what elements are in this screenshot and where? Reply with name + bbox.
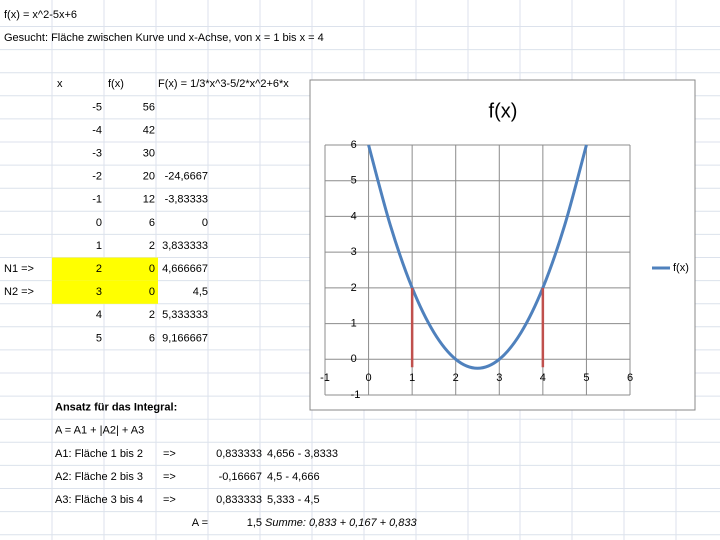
result-note: Summe: 0,833 + 0,167 + 0,833 <box>265 517 418 529</box>
row-label: N1 => <box>4 263 34 275</box>
fx-cell: 56 <box>143 101 155 113</box>
x-tick-label: 6 <box>627 372 633 384</box>
fx-cell: 20 <box>143 171 155 183</box>
y-tick-label: 5 <box>351 175 357 187</box>
x-tick-label: 5 <box>583 372 589 384</box>
Fx-cell: 4,666667 <box>162 263 208 275</box>
x-cell: 2 <box>96 263 102 275</box>
part-calc: 4,656 - 3,8333 <box>267 448 338 460</box>
part-value: 0,833333 <box>216 494 262 506</box>
fx-cell: 6 <box>149 217 155 229</box>
x-tick-label: 3 <box>496 372 502 384</box>
highlight-cell <box>52 257 158 281</box>
x-tick-label: 0 <box>366 372 372 384</box>
part-label: A3: Fläche 3 bis 4 <box>55 494 143 506</box>
column-header: F(x) = 1/3*x^3-5/2*x^2+6*x <box>158 78 289 90</box>
Fx-cell: 5,333333 <box>162 309 208 321</box>
part-label: A2: Fläche 2 bis 3 <box>55 471 143 483</box>
y-tick-label: 1 <box>351 317 357 329</box>
result-label: A = <box>192 517 208 529</box>
x-tick-label: 1 <box>409 372 415 384</box>
column-header: f(x) <box>108 78 124 90</box>
integral-formula: A = A1 + |A2| + A3 <box>55 425 144 437</box>
Fx-cell: 0 <box>202 217 208 229</box>
highlight-cell <box>52 280 158 304</box>
y-tick-label: 2 <box>351 282 357 294</box>
fx-cell: 42 <box>143 124 155 136</box>
y-tick-label: 6 <box>351 139 357 151</box>
x-cell: -1 <box>92 194 102 206</box>
x-tick-label: 4 <box>540 372 546 384</box>
Fx-cell: 9,166667 <box>162 332 208 344</box>
part-value: -0,16667 <box>219 471 262 483</box>
result-value: 1,5 <box>247 517 262 529</box>
row-label: N2 => <box>4 286 34 298</box>
x-cell: 3 <box>96 286 102 298</box>
y-tick-label: -1 <box>351 389 361 401</box>
part-arrow: => <box>163 448 176 460</box>
part-calc: 4,5 - 4,666 <box>267 471 320 483</box>
x-cell: -4 <box>92 124 102 136</box>
column-header: x <box>57 78 63 90</box>
part-arrow: => <box>163 471 176 483</box>
x-cell: -2 <box>92 171 102 183</box>
chart-frame <box>309 79 696 411</box>
part-value: 0,833333 <box>216 448 262 460</box>
x-cell: 5 <box>96 332 102 344</box>
chart-title: f(x) <box>489 100 518 122</box>
x-tick-label: -1 <box>320 372 330 384</box>
y-tick-label: 3 <box>351 246 357 258</box>
fx-cell: 2 <box>149 309 155 321</box>
Fx-cell: 4,5 <box>193 286 208 298</box>
part-label: A1: Fläche 1 bis 2 <box>55 448 143 460</box>
fx-cell: 12 <box>143 194 155 206</box>
x-cell: -5 <box>92 101 102 113</box>
fx-cell: 6 <box>149 332 155 344</box>
Fx-cell: 3,833333 <box>162 240 208 252</box>
fx-cell: 0 <box>149 263 155 275</box>
integral-title: Ansatz für das Integral: <box>55 402 177 414</box>
x-tick-label: 2 <box>453 372 459 384</box>
x-cell: 1 <box>96 240 102 252</box>
fx-cell: 2 <box>149 240 155 252</box>
header-line: f(x) = x^2-5x+6 <box>4 9 77 21</box>
x-cell: -3 <box>92 148 102 160</box>
legend-label: f(x) <box>673 262 689 274</box>
fx-cell: 30 <box>143 148 155 160</box>
x-cell: 4 <box>96 309 102 321</box>
series-line <box>367 144 588 370</box>
y-tick-label: 0 <box>351 353 357 365</box>
Fx-cell: -3,83333 <box>165 194 208 206</box>
header-line: Gesucht: Fläche zwischen Kurve und x-Ach… <box>4 32 324 44</box>
fx-cell: 0 <box>149 286 155 298</box>
x-cell: 0 <box>96 217 102 229</box>
part-arrow: => <box>163 494 176 506</box>
Fx-cell: -24,6667 <box>165 171 208 183</box>
part-calc: 5,333 - 4,5 <box>267 494 320 506</box>
y-tick-label: 4 <box>351 210 357 222</box>
